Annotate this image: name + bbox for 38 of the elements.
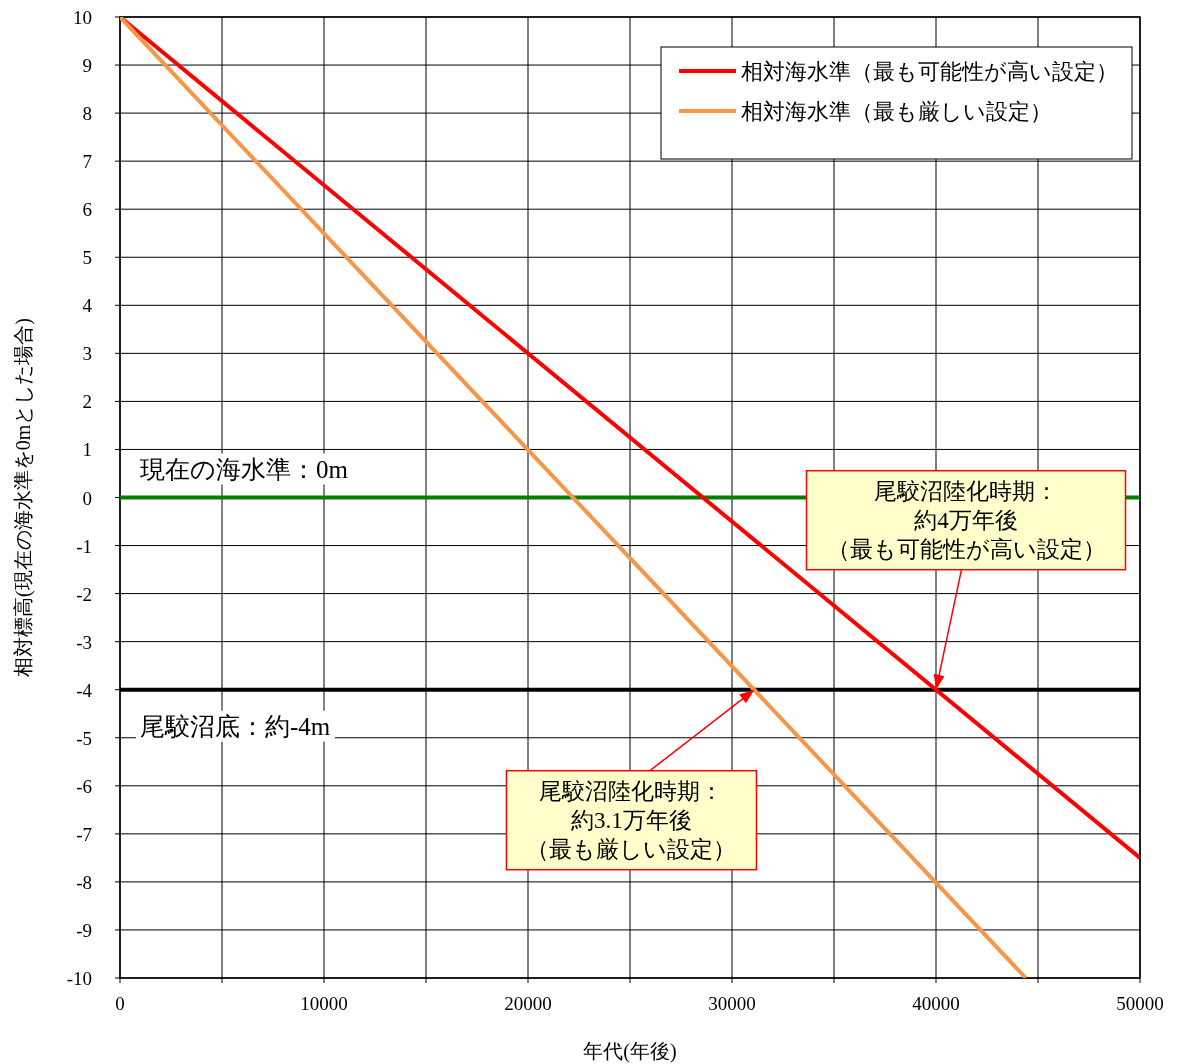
- x-tick-label: 50000: [1116, 993, 1164, 1014]
- y-tick-label: -1: [76, 535, 92, 557]
- annotation-callout: 尾駮沼陸化時期：約4万年後（最も可能性が高い設定）: [805, 469, 1127, 690]
- ref-line-label: 現在の海水準：0m: [140, 455, 349, 483]
- y-tick-label: 1: [82, 439, 92, 461]
- y-tick-label: -5: [76, 727, 92, 749]
- legend-label: 相対海水準（最も可能性が高い設定）: [741, 59, 1118, 84]
- x-axis-title: 年代(年後): [583, 1040, 677, 1063]
- x-tick-label: 0: [115, 993, 125, 1014]
- y-tick-label: 4: [82, 295, 93, 317]
- y-tick-label: 5: [82, 247, 92, 269]
- annotation: 尾駮沼陸化時期：約4万年後（最も可能性が高い設定）: [826, 478, 1106, 562]
- y-tick-label: 10: [73, 7, 92, 28]
- y-tick-label: 8: [82, 103, 92, 125]
- x-tick-label: 10000: [300, 993, 348, 1014]
- y-tick-label: 0: [82, 487, 92, 509]
- ref-line-label: 尾駮沼底：約-4m: [140, 712, 331, 740]
- y-tick-label: -3: [76, 631, 92, 653]
- y-tick-label: 6: [82, 199, 92, 221]
- y-tick-label: -10: [66, 968, 92, 989]
- y-tick-label: -2: [76, 583, 92, 605]
- y-tick-label: 2: [82, 391, 92, 413]
- y-tick-label: -7: [76, 823, 92, 845]
- y-tick-label: -4: [76, 679, 93, 701]
- y-tick-label: 7: [82, 151, 92, 173]
- y-axis-title: 相対標高(現在の海水準を0mとした場合): [12, 318, 35, 677]
- annotation: 尾駮沼陸化時期：約3.1万年後（最も厳しい設定）: [526, 778, 737, 862]
- y-tick-label: 3: [82, 343, 92, 365]
- y-tick-label: -9: [76, 919, 92, 941]
- x-tick-label: 40000: [912, 993, 960, 1014]
- y-tick-label: -8: [76, 871, 92, 893]
- legend-label: 相対海水準（最も厳しい設定）: [741, 99, 1052, 124]
- x-tick-label: 20000: [504, 993, 552, 1014]
- x-tick-label: 30000: [708, 993, 756, 1014]
- y-tick-label: 9: [82, 55, 92, 77]
- annotation-callout: 尾駮沼陸化時期：約3.1万年後（最も厳しい設定）: [505, 689, 758, 871]
- y-tick-label: -6: [76, 775, 92, 797]
- ref-line: 尾駮沼底：約-4m: [120, 687, 1140, 742]
